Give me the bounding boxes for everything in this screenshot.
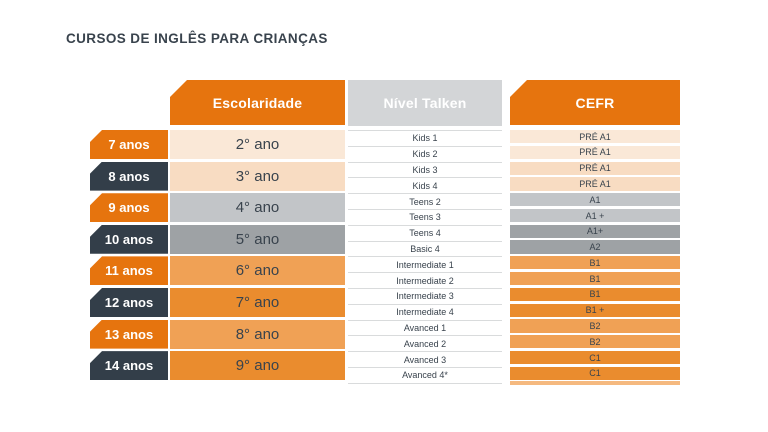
level-cell: Avanced 1 [348, 320, 502, 337]
age-cell: 14 anos [90, 351, 168, 381]
cefr-cell: A1 [510, 193, 680, 207]
age-cell: 8 anos [90, 161, 168, 191]
nivel-talken-column: Kids 1 Kids 2 Kids 3 Kids 4 Teens 2 Teens 3 Te… [348, 130, 502, 384]
age-column: 7 anos 8 anos 9 anos 10 anos 11 anos 12 anos 1… [90, 130, 168, 383]
cefr-column: PRÉ A1 PRÉ A1 PRÉ A1 PRÉ A1 A1 A1 + A1+ A2 B1 B1 B… [510, 130, 680, 385]
cefr-cell: C1 [510, 350, 680, 365]
column-header-escolaridade: Escolaridade [170, 80, 345, 125]
cefr-cell: PRÉ A1 [510, 177, 680, 191]
grade-cell: 2° ano [170, 130, 345, 159]
level-cell: Kids 4 [348, 178, 502, 195]
level-cell: Avanced 4* [348, 367, 502, 384]
grade-cell: 4° ano [170, 193, 345, 223]
level-cell: Kids 3 [348, 162, 502, 179]
cefr-cell: PRÉ A1 [510, 130, 680, 144]
level-cell: Avanced 2 [348, 336, 502, 353]
grade-cell: 7° ano [170, 287, 345, 317]
level-cell: Avanced 3 [348, 352, 502, 368]
level-cell: Basic 4 [348, 241, 502, 258]
age-cell: 12 anos [90, 287, 168, 317]
age-cell: 7 anos [90, 130, 168, 159]
cefr-cell: B2 [510, 335, 680, 349]
age-cell: 10 anos [90, 224, 168, 254]
level-cell: Teens 4 [348, 225, 502, 242]
grade-cell: 3° ano [170, 161, 345, 191]
column-header-nivel-talken: Nível Talken [348, 80, 502, 126]
level-cell: Intermediate 1 [348, 257, 502, 274]
page-title: CURSOS DE INGLÊS PARA CRIANÇAS [66, 31, 328, 46]
level-cell: Teens 3 [348, 209, 502, 226]
grade-cell: 6° ano [170, 256, 345, 286]
cefr-cell: A1+ [510, 224, 680, 238]
level-cell: Intermediate 3 [348, 288, 502, 305]
cefr-bottom-accent [510, 381, 680, 385]
cefr-cell: B1 [510, 256, 680, 270]
grade-cell: 8° ano [170, 319, 345, 349]
cefr-cell: B2 [510, 319, 680, 333]
cefr-cell: A1 + [510, 208, 680, 223]
level-cell: Teens 2 [348, 194, 502, 210]
cefr-cell: PRÉ A1 [510, 145, 680, 159]
cefr-cell: B1 [510, 287, 680, 301]
column-header-cefr: CEFR [510, 80, 680, 125]
cefr-cell: B1 [510, 272, 680, 286]
level-cell: Intermediate 2 [348, 273, 502, 289]
grade-cell: 9° ano [170, 351, 345, 381]
age-cell: 9 anos [90, 193, 168, 223]
escolaridade-column: 2° ano 3° ano 4° ano 5° ano 6° ano 7° ano 8° a… [170, 130, 345, 383]
cefr-cell: B1 + [510, 303, 680, 317]
cefr-cell: C1 [510, 366, 680, 380]
grade-cell: 5° ano [170, 224, 345, 254]
age-cell: 13 anos [90, 319, 168, 349]
level-cell: Intermediate 4 [348, 304, 502, 321]
cefr-cell: A2 [510, 240, 680, 254]
level-cell: Kids 2 [348, 146, 502, 163]
level-cell: Kids 1 [348, 131, 502, 147]
cefr-cell: PRÉ A1 [510, 161, 680, 175]
age-cell: 11 anos [90, 256, 168, 286]
